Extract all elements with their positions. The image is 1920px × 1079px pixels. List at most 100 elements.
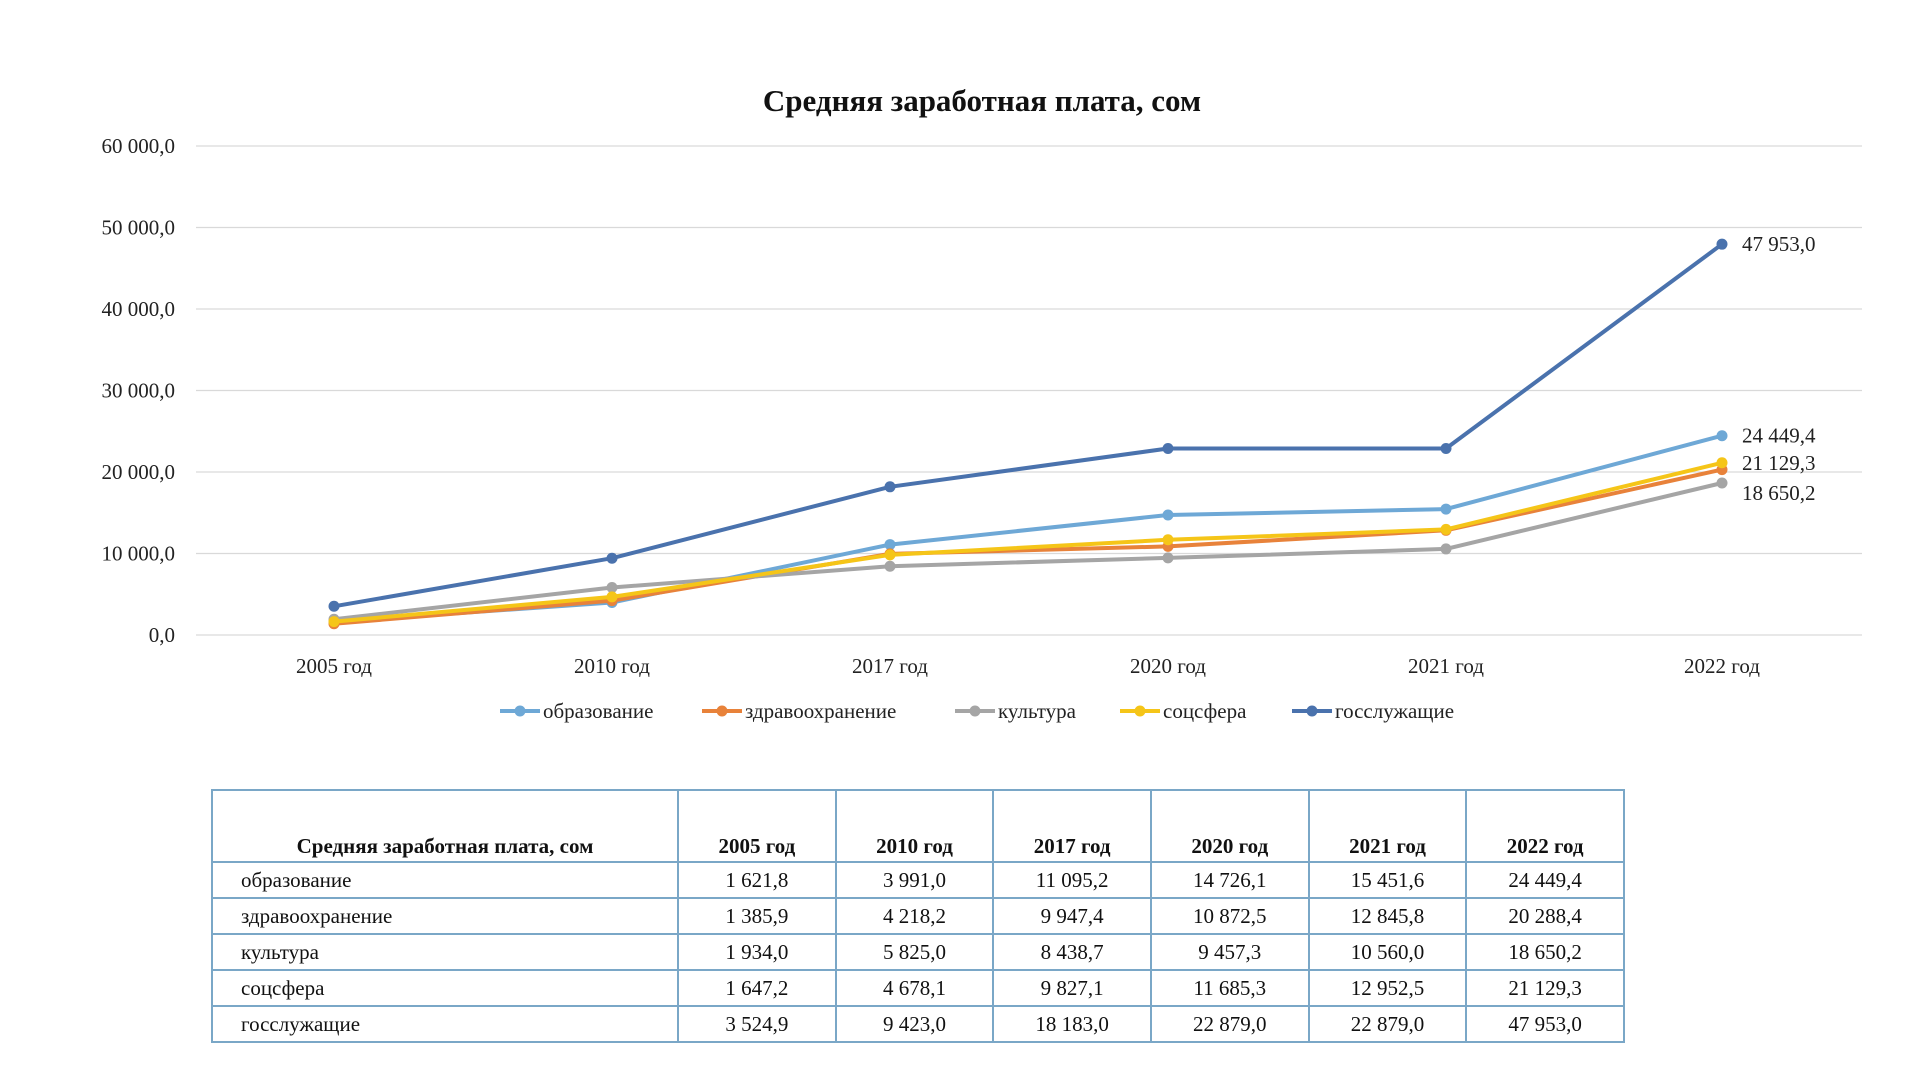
table-cell: 9 457,3 xyxy=(1149,933,1310,971)
y-tick-label: 0,0 xyxy=(149,623,175,647)
table-header-cell: 2010 год xyxy=(834,789,995,863)
legend-label: культура xyxy=(998,699,1077,723)
data-point xyxy=(1162,534,1174,546)
data-point xyxy=(1716,430,1728,442)
legend-marker xyxy=(1306,705,1318,717)
series-line xyxy=(332,481,1724,622)
table-cell: 20 288,4 xyxy=(1465,897,1625,935)
table-cell: 10 560,0 xyxy=(1307,933,1468,971)
table-cell: 21 129,3 xyxy=(1465,969,1625,1007)
legend-label: здравоохранение xyxy=(745,699,896,723)
table-header-cell: 2020 год xyxy=(1149,789,1310,863)
table-cell: 4 218,2 xyxy=(834,897,995,935)
end-value-label: 24 449,4 xyxy=(1742,424,1816,448)
table-row: соцсфера 1 647,2 4 678,1 9 827,1 11 685,… xyxy=(211,969,1625,1007)
table-cell: 9 423,0 xyxy=(834,1005,995,1043)
table-row: образование 1 621,8 3 991,0 11 095,2 14 … xyxy=(211,861,1625,899)
table-cell: 18 650,2 xyxy=(1465,933,1625,971)
table-cell: 22 879,0 xyxy=(1149,1005,1310,1043)
table-row: культура 1 934,0 5 825,0 8 438,7 9 457,3… xyxy=(211,933,1625,971)
data-point xyxy=(884,539,896,551)
data-point xyxy=(328,600,340,612)
x-axis-ticks: 2005 год 2010 год 2017 год 2020 год 2021 год… xyxy=(296,654,1760,678)
series-line xyxy=(332,242,1724,609)
series-lines xyxy=(328,238,1728,630)
x-tick-label: 2020 год xyxy=(1130,654,1206,678)
x-tick-label: 2022 год xyxy=(1684,654,1760,678)
table-header-cell: 2017 год xyxy=(992,789,1152,863)
y-tick-label: 20 000,0 xyxy=(102,460,176,484)
data-point xyxy=(884,560,896,572)
table-row-label: госслужащие xyxy=(211,1005,679,1043)
data-point xyxy=(1162,552,1174,564)
x-tick-label: 2005 год xyxy=(296,654,372,678)
legend: образование здравоохранение культура соцсфе… xyxy=(500,699,1454,723)
table-cell: 8 438,7 xyxy=(992,933,1152,971)
chart-title: Средняя заработная плата, сом xyxy=(763,83,1201,118)
legend-label: образование xyxy=(543,699,653,723)
legend-marker xyxy=(514,705,526,717)
grid-lines xyxy=(196,145,1862,636)
data-point xyxy=(884,481,896,493)
table-header-row: Средняя заработная плата, сом 2005 год 2… xyxy=(211,789,1625,863)
table-cell: 9 947,4 xyxy=(992,897,1152,935)
table-cell: 9 827,1 xyxy=(992,969,1152,1007)
data-table: Средняя заработная плата, сом 2005 год 2… xyxy=(211,789,1625,1043)
y-tick-label: 60 000,0 xyxy=(102,134,176,158)
legend-label: госслужащие xyxy=(1335,699,1454,723)
data-point xyxy=(1440,503,1452,515)
data-point xyxy=(1440,523,1452,535)
table-cell: 24 449,4 xyxy=(1465,861,1625,899)
data-point xyxy=(1716,238,1728,250)
y-axis-ticks: 0,0 10 000,0 20 000,0 30 000,0 40 000,0 50 00… xyxy=(102,134,176,647)
y-tick-label: 30 000,0 xyxy=(102,379,176,403)
legend-marker xyxy=(1134,705,1146,717)
table-cell: 22 879,0 xyxy=(1307,1005,1468,1043)
table-cell: 3 991,0 xyxy=(834,861,995,899)
end-value-label: 18 650,2 xyxy=(1742,481,1816,505)
data-point xyxy=(1440,443,1452,455)
x-tick-label: 2010 год xyxy=(574,654,650,678)
y-tick-label: 10 000,0 xyxy=(102,542,176,566)
series-line xyxy=(332,460,1724,624)
y-tick-label: 50 000,0 xyxy=(102,216,176,240)
table-cell: 1 647,2 xyxy=(677,969,837,1007)
table-cell: 5 825,0 xyxy=(834,933,995,971)
legend-marker xyxy=(716,705,728,717)
end-data-labels: 47 953,0 24 449,4 21 129,3 18 650,2 xyxy=(1742,232,1816,505)
table-cell: 15 451,6 xyxy=(1307,861,1468,899)
table-cell: 1 934,0 xyxy=(677,933,837,971)
data-point xyxy=(884,549,896,561)
table-header-cell: Средняя заработная плата, сом xyxy=(211,789,679,863)
data-point xyxy=(606,582,618,594)
table-cell: 4 678,1 xyxy=(834,969,995,1007)
data-point xyxy=(328,616,340,628)
table-cell: 12 952,5 xyxy=(1307,969,1468,1007)
legend-label: соцсфера xyxy=(1163,699,1247,723)
table-cell: 47 953,0 xyxy=(1465,1005,1625,1043)
data-point xyxy=(606,552,618,564)
data-point xyxy=(1716,477,1728,489)
table-header-cell: 2022 год xyxy=(1465,789,1625,863)
table-cell: 1 621,8 xyxy=(677,861,837,899)
end-value-label: 21 129,3 xyxy=(1742,451,1816,475)
table-row-label: здравоохранение xyxy=(211,897,679,935)
data-point xyxy=(1440,543,1452,555)
line-chart: Средняя заработная плата, сом 0,0 10 000,… xyxy=(102,83,1862,723)
table-cell: 11 095,2 xyxy=(992,861,1152,899)
end-value-label: 47 953,0 xyxy=(1742,232,1816,256)
table-row-label: соцсфера xyxy=(211,969,679,1007)
table-cell: 1 385,9 xyxy=(677,897,837,935)
table-cell: 12 845,8 xyxy=(1307,897,1468,935)
table-cell: 18 183,0 xyxy=(992,1005,1152,1043)
table-row-label: культура xyxy=(211,933,679,971)
table-header-cell: 2021 год xyxy=(1307,789,1468,863)
data-point xyxy=(1162,443,1174,455)
table-cell: 3 524,9 xyxy=(677,1005,837,1043)
y-tick-label: 40 000,0 xyxy=(102,297,176,321)
table-cell: 11 685,3 xyxy=(1149,969,1310,1007)
table-cell: 10 872,5 xyxy=(1149,897,1310,935)
x-tick-label: 2017 год xyxy=(852,654,928,678)
x-tick-label: 2021 год xyxy=(1408,654,1484,678)
table-row-label: образование xyxy=(211,861,679,899)
